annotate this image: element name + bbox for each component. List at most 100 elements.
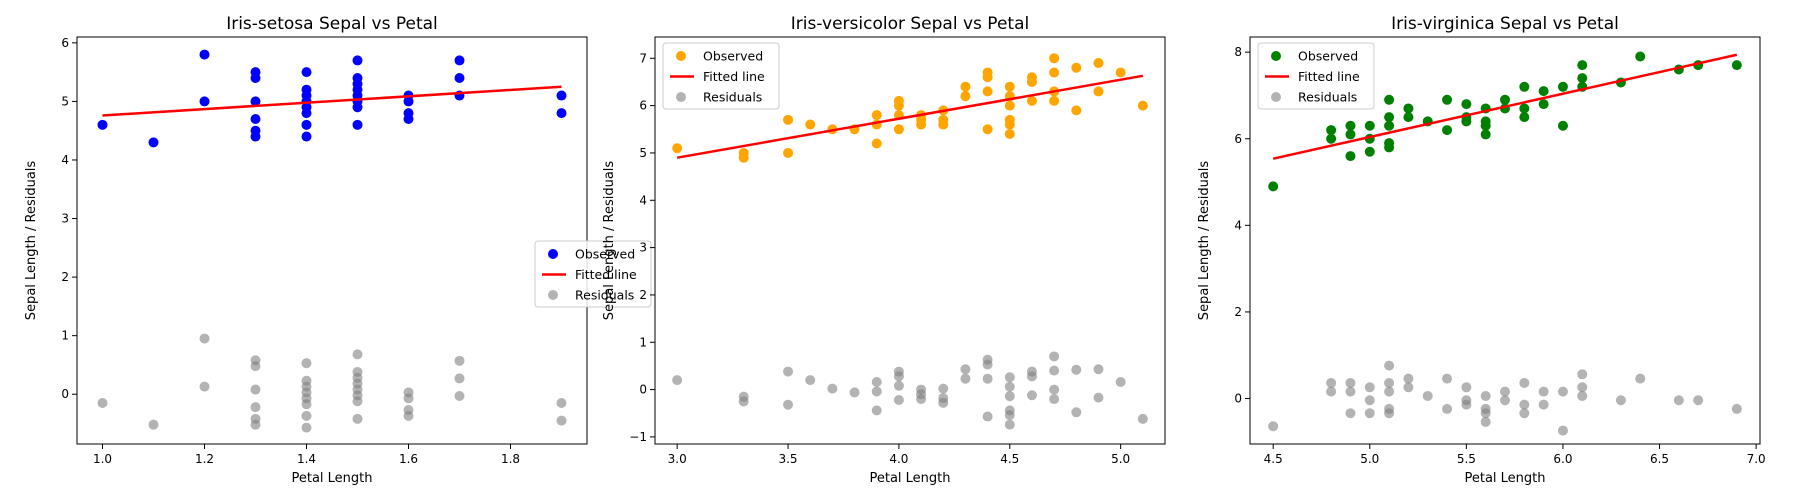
residual-point: [1577, 369, 1588, 380]
residual-point: [672, 375, 683, 386]
residual-point: [1049, 365, 1060, 376]
legend-marker-residuals: [676, 92, 686, 102]
residual-point: [301, 399, 312, 410]
observed-point: [250, 96, 261, 107]
observed-point: [1093, 86, 1104, 97]
chart-panel-3: Iris-virginica Sepal vs Petal 4.5 5.0 5.5 6.…: [1197, 14, 1766, 486]
y-tick-label: 2: [61, 270, 69, 284]
residual-point: [783, 399, 794, 410]
residual-point: [301, 422, 312, 433]
x-tick-label: 5.0: [1111, 452, 1130, 466]
observed-point: [738, 152, 749, 163]
chart-title: Iris-virginica Sepal vs Petal: [1391, 14, 1619, 34]
x-tick-label: 4.5: [1000, 452, 1019, 466]
observed-point: [250, 72, 261, 83]
legend-label: Fitted line: [703, 69, 765, 84]
residual-point: [250, 419, 261, 430]
observed-point: [1557, 81, 1568, 92]
plot-area: [672, 53, 1148, 430]
observed-point: [1026, 76, 1037, 87]
y-tick-label: 4: [639, 193, 647, 207]
x-tick-label: 1.4: [297, 452, 316, 466]
x-axis-label: Petal Length: [869, 471, 950, 486]
residual-point: [1115, 377, 1126, 388]
residual-point: [250, 384, 261, 395]
residual-point: [1577, 390, 1588, 401]
observed-point: [916, 119, 927, 130]
residual-point: [1519, 399, 1530, 410]
residual-point: [1326, 386, 1337, 397]
y-tick-label: 2: [1234, 305, 1242, 319]
observed-point: [1480, 120, 1491, 131]
legend: Observed Fitted line Residuals: [534, 240, 652, 308]
residual-point: [738, 396, 749, 407]
x-tick-label: 7.0: [1747, 452, 1766, 466]
residual-point: [556, 415, 567, 426]
residual-point: [1384, 408, 1395, 419]
residual-point: [454, 373, 465, 384]
residual-point: [1049, 384, 1060, 395]
legend-label: Residuals: [575, 288, 634, 303]
observed-point: [250, 131, 261, 142]
residual-point: [1480, 408, 1491, 419]
observed-point: [938, 119, 949, 130]
y-tick-label: 6: [1234, 132, 1242, 146]
residual-point: [301, 410, 312, 421]
legend-label: Observed: [703, 49, 763, 64]
observed-point: [454, 72, 465, 83]
x-tick-label: 4.5: [1264, 452, 1283, 466]
residual-point: [454, 355, 465, 366]
residual-point: [403, 410, 414, 421]
observed-point: [1345, 129, 1356, 140]
observed-point: [199, 49, 210, 60]
residual-point: [1345, 408, 1356, 419]
legend-marker-observed: [676, 51, 686, 61]
residual-point: [1026, 390, 1037, 401]
observed-point: [301, 108, 312, 119]
observed-point: [454, 55, 465, 66]
observed-point: [1442, 94, 1453, 105]
residual-point: [1731, 403, 1742, 414]
x-tick-label: 1.6: [399, 452, 418, 466]
y-tick-label: 0: [639, 383, 647, 397]
observed-point: [301, 119, 312, 130]
observed-point: [1480, 129, 1491, 140]
legend-box: [1257, 42, 1375, 110]
chart-panel-2: Iris-versicolor Sepal vs Petal 3.0 3.5 4.0 4…: [602, 14, 1166, 486]
residual-point: [1635, 373, 1646, 384]
residual-point: [1480, 416, 1491, 427]
residual-point: [403, 393, 414, 404]
residual-point: [556, 398, 567, 409]
observed-point: [301, 131, 312, 142]
residual-point: [871, 405, 882, 416]
observed-point: [1538, 86, 1549, 97]
residual-point: [1326, 377, 1337, 388]
observed-point: [1071, 105, 1082, 116]
residual-point: [250, 361, 261, 372]
residual-point: [1577, 382, 1588, 393]
observed-point: [1093, 58, 1104, 69]
residual-point: [1345, 377, 1356, 388]
observed-point: [1049, 95, 1060, 106]
residual-point: [1538, 399, 1549, 410]
residual-point: [871, 377, 882, 388]
observed-point: [1345, 120, 1356, 131]
observed-point: [1049, 67, 1060, 78]
observed-point: [1519, 103, 1530, 114]
legend-marker-observed: [1271, 51, 1281, 61]
observed-point: [352, 102, 363, 113]
y-tick-label: 3: [61, 212, 69, 226]
observed-point: [1384, 94, 1395, 105]
residual-point: [1673, 395, 1684, 406]
y-tick-label: 5: [61, 94, 69, 108]
residual-point: [893, 371, 904, 382]
residual-point: [1004, 419, 1015, 430]
residual-point: [1442, 403, 1453, 414]
observed-point: [1326, 133, 1337, 144]
y-axis-label: Sepal Length / Residuals: [24, 161, 39, 321]
observed-point: [199, 96, 210, 107]
residual-point: [1461, 382, 1472, 393]
chart-panel-1: Iris-setosa Sepal vs Petal 1.0 1.2 1.4 1.6 1.…: [24, 14, 652, 486]
y-tick-label: −1: [629, 430, 647, 444]
